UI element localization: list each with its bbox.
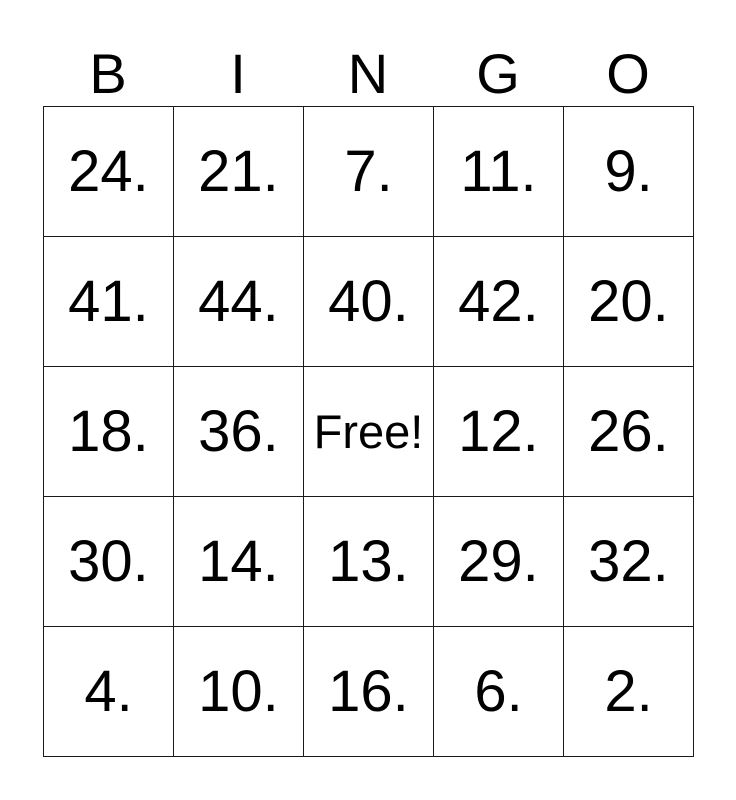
bingo-header-letter-b: B <box>89 42 127 105</box>
bingo-grid: 24. 21. 7. 11. 9. 41. 44. 40. 42. 20. 18… <box>43 106 694 757</box>
bingo-cell[interactable]: 4. <box>43 626 174 757</box>
bingo-cell[interactable]: 10. <box>173 626 304 757</box>
bingo-cell[interactable]: 11. <box>433 106 564 237</box>
bingo-cell[interactable]: 6. <box>433 626 564 757</box>
bingo-cell[interactable]: 21. <box>173 106 304 237</box>
bingo-cell[interactable]: 24. <box>43 106 174 237</box>
bingo-cell[interactable]: 40. <box>303 236 434 367</box>
bingo-cell[interactable]: 2. <box>563 626 694 757</box>
bingo-header-letter-o: O <box>606 42 650 105</box>
bingo-cell[interactable]: 36. <box>173 366 304 497</box>
bingo-cell[interactable]: 9. <box>563 106 694 237</box>
bingo-cell[interactable]: 26. <box>563 366 694 497</box>
bingo-cell[interactable]: 30. <box>43 496 174 627</box>
bingo-cell[interactable]: 13. <box>303 496 434 627</box>
bingo-cell-free[interactable]: Free! <box>303 366 434 497</box>
bingo-row: 18. 36. Free! 12. 26. <box>43 366 694 497</box>
bingo-row: 24. 21. 7. 11. 9. <box>43 106 694 237</box>
bingo-cell[interactable]: 14. <box>173 496 304 627</box>
bingo-header-letter-g: G <box>476 42 520 105</box>
bingo-cell[interactable]: 18. <box>43 366 174 497</box>
bingo-row: 30. 14. 13. 29. 32. <box>43 496 694 627</box>
bingo-cell[interactable]: 7. <box>303 106 434 237</box>
bingo-cell[interactable]: 41. <box>43 236 174 367</box>
bingo-cell[interactable]: 42. <box>433 236 564 367</box>
bingo-row: 4. 10. 16. 6. 2. <box>43 626 694 757</box>
bingo-row: 41. 44. 40. 42. 20. <box>43 236 694 367</box>
bingo-header-letter-n: N <box>347 42 389 105</box>
bingo-header: B I N G O <box>43 0 694 106</box>
bingo-header-letter-i: I <box>230 42 246 105</box>
bingo-card: B I N G O 24. 21. 7. 11. 9. 41. 44. 40. … <box>43 0 694 757</box>
bingo-cell[interactable]: 20. <box>563 236 694 367</box>
bingo-cell[interactable]: 12. <box>433 366 564 497</box>
bingo-cell[interactable]: 16. <box>303 626 434 757</box>
bingo-cell[interactable]: 32. <box>563 496 694 627</box>
bingo-cell[interactable]: 29. <box>433 496 564 627</box>
bingo-cell[interactable]: 44. <box>173 236 304 367</box>
